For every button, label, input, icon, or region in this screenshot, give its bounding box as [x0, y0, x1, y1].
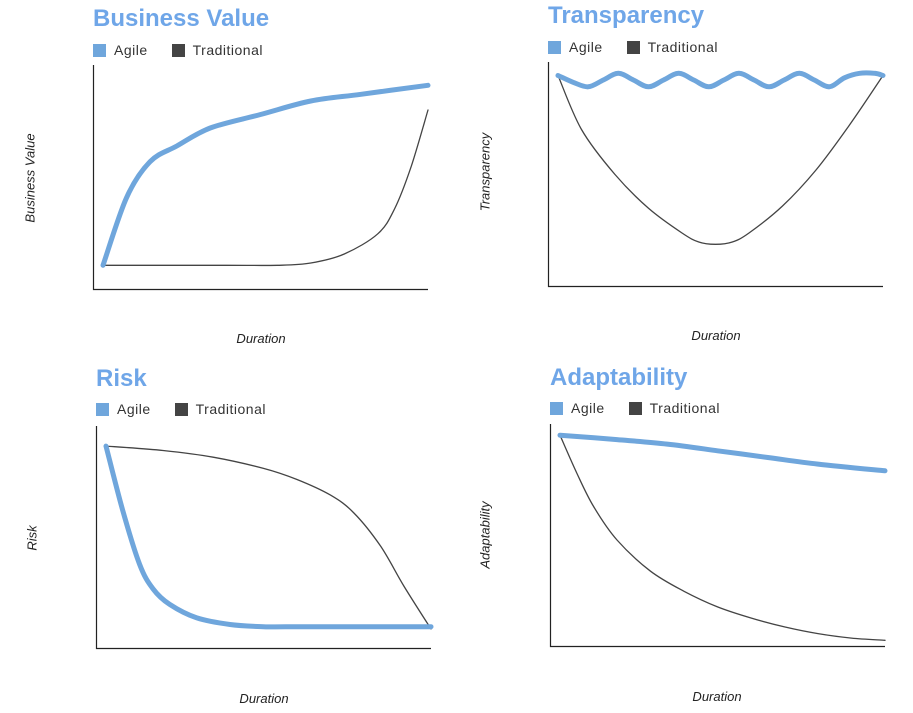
series-line-agile: [557, 432, 888, 474]
legend-label-traditional: Traditional: [192, 42, 263, 58]
chart-legend: Agile Traditional: [96, 401, 290, 417]
plot-area-adaptability: [549, 424, 888, 648]
chart-legend: Agile Traditional: [550, 400, 744, 416]
legend-item-traditional: Traditional: [171, 42, 263, 58]
y-axis-label: Risk: [24, 525, 40, 551]
legend-swatch-traditional: [174, 402, 188, 416]
legend-label-traditional: Traditional: [195, 401, 266, 417]
chart-title: Risk: [96, 365, 147, 392]
plot-area-business-value: [92, 65, 431, 291]
axis-lines: [95, 426, 431, 650]
legend-item-traditional: Traditional: [174, 401, 266, 417]
plot-area-transparency: [547, 62, 886, 288]
axis-lines: [547, 62, 883, 288]
x-axis-label: Duration: [239, 691, 289, 706]
series-line-agile: [555, 70, 886, 90]
series-line-traditional: [105, 445, 432, 630]
legend-item-traditional: Traditional: [628, 400, 720, 416]
legend-label-traditional: Traditional: [647, 39, 718, 55]
chart-title: Business Value: [93, 5, 270, 32]
legend-swatch-traditional: [626, 40, 640, 54]
y-axis-label: Business Value: [22, 133, 38, 223]
x-axis-label: Duration: [692, 689, 742, 704]
y-axis-label: Adaptability: [477, 501, 493, 569]
legend-item-traditional: Traditional: [626, 39, 718, 55]
axis-lines: [549, 424, 885, 648]
chart-title: Transparency: [548, 2, 705, 29]
chart-legend: Agile Traditional: [93, 42, 287, 58]
legend-swatch-agile: [548, 40, 561, 54]
x-axis-label: Duration: [236, 331, 286, 346]
legend-item-agile: Agile: [96, 401, 151, 417]
legend-item-agile: Agile: [550, 400, 605, 416]
legend-label-agile: Agile: [114, 42, 148, 58]
legend-label-agile: Agile: [569, 39, 603, 55]
chart-legend: Agile Traditional: [548, 39, 742, 55]
y-axis-label: Transparency: [477, 132, 493, 212]
plot-area-risk: [95, 426, 434, 650]
legend-swatch-agile: [93, 43, 106, 57]
series-line-traditional: [557, 74, 884, 245]
legend-swatch-agile: [550, 401, 563, 415]
series-line-agile: [100, 82, 431, 268]
series-line-traditional: [559, 434, 886, 641]
legend-label-traditional: Traditional: [649, 400, 720, 416]
chart-title: Adaptability: [550, 364, 688, 391]
legend-label-agile: Agile: [571, 400, 605, 416]
series-line-traditional: [102, 109, 429, 267]
legend-label-agile: Agile: [117, 401, 151, 417]
legend-item-agile: Agile: [93, 42, 148, 58]
x-axis-label: Duration: [691, 328, 741, 343]
legend-swatch-traditional: [628, 401, 642, 415]
series-line-agile: [103, 443, 434, 630]
legend-swatch-agile: [96, 402, 109, 416]
legend-swatch-traditional: [171, 43, 185, 57]
axis-lines: [92, 65, 428, 291]
legend-item-agile: Agile: [548, 39, 603, 55]
